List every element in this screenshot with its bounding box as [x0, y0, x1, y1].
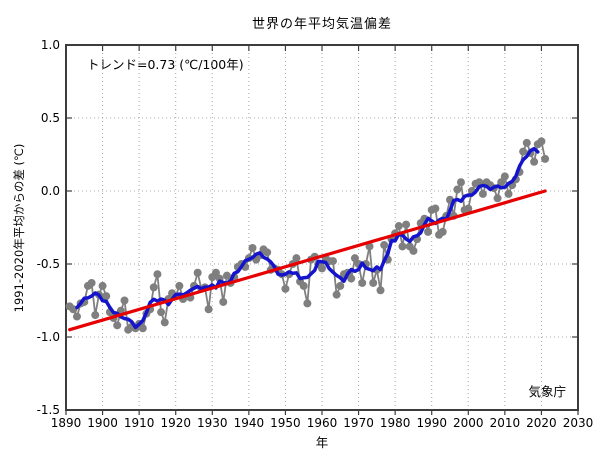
annual-series-point [530, 157, 539, 166]
annual-series-point [113, 321, 122, 330]
annual-series-point [394, 222, 403, 231]
y-tick-label: -1.5 [37, 403, 60, 417]
annual-series-point [211, 268, 220, 277]
annual-series-point [87, 278, 96, 287]
annual-series-point [138, 324, 147, 333]
annual-series-point [222, 271, 231, 280]
y-tick-label: 0.0 [41, 184, 60, 198]
annual-series-point [537, 137, 546, 146]
annual-series-point [402, 220, 411, 229]
x-tick-label: 1960 [307, 416, 338, 430]
annual-series-point [431, 204, 440, 213]
annual-series-point [149, 283, 158, 292]
annual-series-point [102, 292, 111, 301]
annual-series-point [153, 270, 162, 279]
annual-series-point [369, 278, 378, 287]
annual-series-point [347, 274, 356, 283]
annual-series-point [292, 254, 301, 263]
annual-series-point [478, 189, 487, 198]
trend-line [68, 189, 547, 332]
annual-series-point [248, 243, 257, 252]
annual-series-point [358, 278, 367, 287]
annual-series-point [453, 185, 462, 194]
x-tick-label: 2010 [490, 416, 521, 430]
annual-series-point [493, 194, 502, 203]
annual-series-point [204, 305, 213, 314]
annual-series-point [318, 264, 326, 273]
x-tick-label: 1940 [234, 416, 265, 430]
annual-series-point [409, 246, 418, 255]
annual-series-point [365, 242, 374, 251]
x-tick-label: 1900 [87, 416, 118, 430]
annual-series-point [263, 248, 272, 257]
x-tick-label: 2030 [563, 416, 594, 430]
annual-series-point [299, 281, 308, 290]
annual-series-point [504, 189, 513, 198]
x-axis-label: 年 [315, 435, 329, 450]
plot-frame [65, 44, 579, 411]
x-tick-label: 1980 [380, 416, 411, 430]
running-mean-line [75, 146, 540, 330]
annual-series-point [398, 242, 407, 251]
annual-series-point [497, 178, 506, 187]
annual-series-point [175, 281, 184, 290]
annual-series-point [500, 172, 509, 181]
annual-series-point [380, 241, 389, 250]
x-tick-label: 1990 [416, 416, 447, 430]
x-tick-label: 1970 [343, 416, 374, 430]
x-tick-label: 1920 [160, 416, 191, 430]
y-tick-label: 1.0 [41, 38, 60, 52]
y-tick-label: 0.5 [41, 111, 60, 125]
annual-series-point [91, 311, 100, 320]
annual-series-point [464, 204, 473, 213]
annual-series-point [424, 227, 433, 236]
x-tick-label: 2020 [526, 416, 557, 430]
x-tick-label: 1930 [197, 416, 228, 430]
x-tick-label: 2000 [453, 416, 484, 430]
annual-series-point [281, 284, 290, 293]
trend-annotation: トレンド=0.73 (℃/100年) [87, 57, 244, 72]
annual-series-point [519, 147, 528, 156]
annual-series-point [303, 299, 312, 308]
annual-series-point [522, 138, 531, 147]
annual-series-point [98, 281, 107, 290]
annual-series-point [160, 318, 169, 327]
annual-series-point [193, 268, 202, 277]
annual-series-point [456, 178, 465, 187]
y-tick-label: -1.0 [37, 330, 60, 344]
chart-title: 世界の年平均気温偏差 [251, 17, 392, 32]
x-tick-label: 1950 [270, 416, 301, 430]
y-tick-label: -0.5 [37, 257, 60, 271]
annual-series-point [157, 308, 166, 317]
annual-series-point [541, 154, 550, 163]
x-tick-label: 1910 [124, 416, 155, 430]
x-tick-label: 1890 [51, 416, 82, 430]
annual-series-point [332, 290, 341, 299]
annual-series-point [120, 296, 129, 305]
annual-series-point [72, 312, 81, 321]
annual-series-point [376, 286, 385, 295]
annual-series-point [336, 281, 345, 290]
annual-series-point [328, 257, 337, 266]
annual-series-point [350, 254, 359, 263]
annual-series-point [438, 227, 447, 236]
annual-series-point [219, 297, 228, 306]
source-label: 気象庁 [528, 384, 566, 399]
